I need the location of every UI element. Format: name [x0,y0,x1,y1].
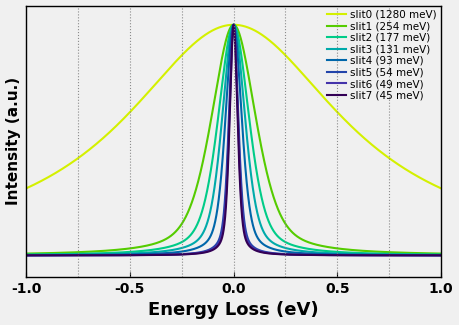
slit2 (177 meV) [174,242,179,246]
slit3 (131 meV) [44,253,50,257]
slit7 (45 meV) [174,253,179,257]
slit4 (93 meV) [269,246,274,250]
slit2 (177 meV) [331,250,336,254]
slit2 (177 meV) [231,23,236,27]
slit6 (49 meV) [353,253,359,257]
Legend: slit0 (1280 meV), slit1 (254 meV), slit2 (177 meV), slit3 (131 meV), slit4 (93 m: slit0 (1280 meV), slit1 (254 meV), slit2… [325,8,439,103]
slit3 (131 meV) [174,247,179,251]
slit6 (49 meV) [269,252,274,255]
slit6 (49 meV) [23,254,29,257]
slit7 (45 meV) [269,252,274,256]
slit2 (177 meV) [353,251,359,255]
slit6 (49 meV) [287,253,292,256]
slit4 (93 meV) [44,253,50,257]
slit0 (1280 meV) [44,176,50,180]
slit4 (93 meV) [287,250,292,254]
slit7 (45 meV) [231,23,236,27]
slit3 (131 meV) [231,23,236,27]
slit7 (45 meV) [287,253,292,256]
slit5 (54 meV) [287,252,292,256]
slit3 (131 meV) [269,240,274,244]
slit1 (254 meV) [231,23,236,27]
slit6 (49 meV) [44,254,50,257]
slit1 (254 meV) [174,229,179,233]
slit3 (131 meV) [331,251,336,255]
Line: slit5 (54 meV): slit5 (54 meV) [26,25,441,255]
slit5 (54 meV) [44,254,50,257]
slit6 (49 meV) [174,253,179,256]
slit0 (1280 meV) [353,129,359,133]
slit4 (93 meV) [353,253,359,257]
X-axis label: Energy Loss (eV): Energy Loss (eV) [148,302,319,319]
slit2 (177 meV) [23,253,29,256]
slit0 (1280 meV) [269,40,274,44]
slit7 (45 meV) [438,254,444,257]
slit4 (93 meV) [438,253,444,257]
slit1 (254 meV) [23,252,29,255]
slit7 (45 meV) [44,254,50,257]
slit0 (1280 meV) [331,107,336,111]
slit1 (254 meV) [269,189,274,193]
slit5 (54 meV) [331,253,336,257]
slit2 (177 meV) [44,252,50,256]
slit3 (131 meV) [438,253,444,257]
Y-axis label: Intensity (a.u.): Intensity (a.u.) [6,77,21,205]
slit3 (131 meV) [23,253,29,257]
slit4 (93 meV) [174,250,179,254]
slit7 (45 meV) [23,254,29,257]
slit6 (49 meV) [231,23,236,27]
slit2 (177 meV) [287,242,292,246]
slit0 (1280 meV) [23,187,29,190]
slit1 (254 meV) [287,228,292,232]
slit6 (49 meV) [438,254,444,257]
slit7 (45 meV) [353,253,359,257]
Line: slit6 (49 meV): slit6 (49 meV) [26,25,441,255]
Line: slit4 (93 meV): slit4 (93 meV) [26,25,441,255]
slit2 (177 meV) [269,226,274,230]
slit1 (254 meV) [44,251,50,255]
slit5 (54 meV) [231,23,236,27]
slit4 (93 meV) [231,23,236,27]
slit4 (93 meV) [23,253,29,257]
Line: slit7 (45 meV): slit7 (45 meV) [26,25,441,255]
Line: slit3 (131 meV): slit3 (131 meV) [26,25,441,255]
slit5 (54 meV) [174,252,179,256]
slit3 (131 meV) [353,252,359,256]
slit5 (54 meV) [269,251,274,255]
Line: slit1 (254 meV): slit1 (254 meV) [26,25,441,254]
slit5 (54 meV) [23,254,29,257]
slit5 (54 meV) [438,254,444,257]
slit5 (54 meV) [353,253,359,257]
slit6 (49 meV) [331,253,336,257]
slit2 (177 meV) [438,253,444,256]
slit0 (1280 meV) [287,58,292,62]
slit0 (1280 meV) [174,59,179,63]
slit0 (1280 meV) [438,187,444,190]
slit1 (254 meV) [353,248,359,252]
slit4 (93 meV) [331,253,336,256]
slit1 (254 meV) [331,246,336,250]
slit1 (254 meV) [438,252,444,255]
slit7 (45 meV) [331,253,336,257]
Line: slit0 (1280 meV): slit0 (1280 meV) [26,25,441,188]
slit0 (1280 meV) [231,23,236,27]
slit3 (131 meV) [287,247,292,251]
Line: slit2 (177 meV): slit2 (177 meV) [26,25,441,254]
